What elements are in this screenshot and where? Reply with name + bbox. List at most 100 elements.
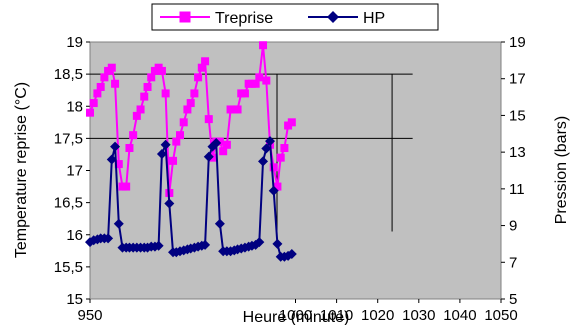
data-point-treprise — [86, 108, 94, 117]
y2-tick-label: 13 — [509, 144, 526, 161]
y-tick-label: 19 — [66, 34, 83, 51]
legend-marker-hp — [327, 11, 339, 23]
data-point-hp — [261, 143, 272, 154]
series-layer — [85, 41, 297, 262]
y2-tick-label: 11 — [509, 181, 525, 198]
data-point-treprise — [111, 79, 120, 88]
y2-tick-label: 5 — [509, 291, 517, 308]
data-point-treprise — [287, 118, 296, 127]
data-point-treprise — [194, 73, 203, 82]
y2-tick-label: 19 — [509, 34, 526, 51]
x-axis-title: Heure (minute) — [243, 309, 350, 325]
data-point-treprise — [172, 137, 181, 146]
y-tick-label: 16,5 — [54, 195, 83, 212]
data-point-hp — [214, 218, 225, 229]
x-tick-label: 1050 — [484, 307, 517, 324]
data-point-treprise — [136, 105, 145, 114]
data-point-treprise — [129, 131, 138, 140]
data-point-hp — [164, 198, 175, 209]
data-point-treprise — [132, 111, 141, 120]
data-point-hp — [113, 218, 124, 229]
data-point-treprise — [233, 105, 242, 114]
data-point-hp — [286, 249, 297, 260]
data-point-hp — [103, 233, 114, 244]
y2-axis-title: Pression (bars) — [553, 116, 570, 224]
data-point-treprise — [215, 137, 224, 146]
data-point-hp — [211, 137, 222, 148]
data-point-treprise — [179, 118, 188, 127]
x-tick-label: 1030 — [402, 307, 435, 324]
y-tick-label: 17 — [66, 163, 83, 180]
y-tick-label: 17,5 — [54, 130, 83, 147]
legend-label-treprise: Treprise — [215, 10, 273, 27]
data-point-treprise — [122, 182, 131, 191]
legend-label-hp: HP — [363, 10, 385, 27]
data-point-treprise — [204, 115, 213, 124]
data-point-hp — [268, 185, 279, 196]
data-point-treprise — [140, 92, 149, 101]
data-point-treprise — [143, 82, 152, 91]
data-point-treprise — [222, 140, 231, 149]
data-point-treprise — [114, 160, 123, 169]
data-point-treprise — [259, 41, 268, 50]
data-point-hp — [153, 240, 164, 251]
legend: Treprise HP — [151, 3, 439, 31]
data-point-hp — [106, 154, 117, 165]
data-point-treprise — [255, 73, 264, 82]
reference-lines — [90, 73, 413, 232]
data-point-treprise — [93, 89, 102, 98]
data-point-treprise — [280, 144, 289, 153]
y2-tick-label: 9 — [509, 218, 517, 235]
y-axis-title: Temperature reprise (°C) — [13, 82, 30, 258]
data-point-treprise — [169, 156, 178, 165]
data-point-hp — [203, 151, 214, 162]
y2-tick-label: 15 — [509, 107, 526, 124]
x-tick-label: 1020 — [361, 307, 394, 324]
legend-marker-treprise — [179, 11, 191, 23]
x-tick-label: 1000 — [279, 307, 312, 324]
data-point-treprise — [183, 105, 192, 114]
y2-tick-label: 17 — [509, 71, 526, 88]
x-tick-label: 1040 — [443, 307, 476, 324]
data-point-treprise — [125, 144, 134, 153]
data-point-treprise — [201, 57, 210, 66]
axes: 950 1000 1010 1020 1030 1040 1050 15 15,5 16 16,5 1… — [54, 34, 526, 324]
data-point-hp — [156, 148, 167, 159]
data-point-hp — [272, 238, 283, 249]
data-point-treprise — [176, 131, 185, 140]
data-point-treprise — [147, 73, 156, 82]
plot-area — [89, 41, 502, 300]
y-tick-label: 16 — [66, 227, 83, 244]
y-tick-label: 18 — [66, 98, 83, 115]
data-point-treprise — [240, 89, 249, 98]
y-tick-label: 18,5 — [54, 66, 83, 83]
y-tick-label: 15 — [66, 291, 83, 308]
x-tick-label: 1010 — [320, 307, 353, 324]
data-point-hp — [110, 141, 121, 152]
data-point-treprise — [273, 182, 282, 191]
data-point-treprise — [96, 82, 105, 91]
data-point-treprise — [89, 99, 98, 108]
data-point-hp — [200, 239, 211, 250]
data-point-treprise — [190, 89, 199, 98]
data-point-treprise — [262, 76, 271, 85]
data-point-treprise — [197, 63, 206, 72]
y-tick-label: 15,5 — [54, 259, 83, 276]
data-point-treprise — [157, 66, 166, 75]
data-point-hp — [258, 156, 269, 167]
data-point-treprise — [186, 99, 195, 108]
data-point-treprise — [161, 89, 170, 98]
data-point-hp — [254, 237, 265, 248]
y2-tick-label: 7 — [509, 254, 517, 271]
data-point-treprise — [269, 163, 278, 172]
x-tick-label: 950 — [77, 307, 102, 324]
data-point-treprise — [107, 63, 116, 72]
data-point-hp — [265, 136, 276, 147]
data-point-treprise — [219, 147, 228, 156]
data-point-treprise — [100, 73, 109, 82]
data-point-treprise — [276, 153, 285, 162]
data-point-hp — [160, 139, 171, 150]
data-point-treprise — [251, 79, 260, 88]
